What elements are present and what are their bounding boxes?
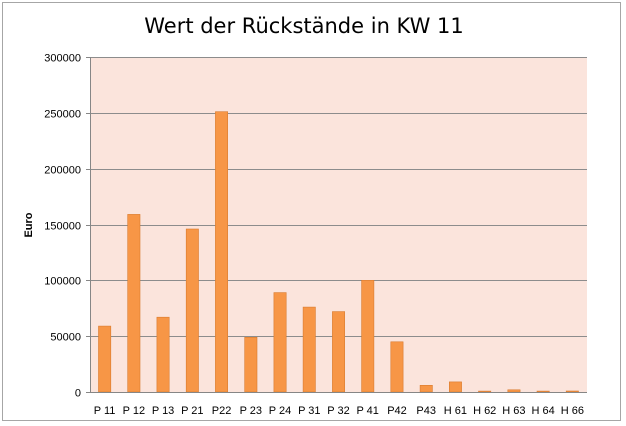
x-tick-label: P 11	[94, 405, 116, 417]
y-axis-label: Euro	[23, 212, 35, 237]
x-tick-label: P 32	[327, 405, 349, 417]
y-tick-label: 200000	[44, 165, 81, 177]
x-tick-label: H 61	[444, 405, 467, 417]
x-tick-label: P22	[212, 405, 232, 417]
y-tick-label: 250000	[44, 109, 81, 121]
bar	[332, 311, 345, 393]
x-tick-label: P 31	[298, 405, 320, 417]
y-tick-label: 300000	[44, 53, 81, 65]
y-tick-label: 150000	[44, 221, 81, 233]
y-tick-label: 50000	[50, 332, 81, 344]
bar	[273, 292, 287, 393]
axes	[86, 57, 587, 393]
bar	[215, 111, 228, 393]
x-tick-label: P43	[416, 405, 436, 417]
y-tick-label: 100000	[44, 276, 81, 288]
x-tick-label: P 24	[269, 405, 291, 417]
x-tick-label: H 66	[561, 405, 584, 417]
bar	[536, 390, 550, 393]
x-tick-label: H 63	[502, 405, 525, 417]
x-tick-label: P 21	[181, 405, 203, 417]
bar	[390, 341, 404, 393]
bar	[127, 214, 141, 393]
y-tick-labels: 0 50000 100000 150000 200000 250000 300000	[44, 53, 81, 400]
bar	[448, 381, 462, 393]
x-tick-label: P 13	[152, 405, 174, 417]
x-tick-label: P42	[387, 405, 407, 417]
bar	[185, 228, 199, 393]
bar	[361, 279, 375, 393]
x-tick-label: P 23	[240, 405, 262, 417]
x-tick-labels: P 11 P 12 P 13 P 21 P22 P 23 P 24 P 31 P 32 P 41 P…	[94, 405, 584, 417]
x-tick-label: H 64	[531, 405, 554, 417]
bar	[244, 336, 258, 393]
bar	[419, 384, 433, 393]
bar	[478, 390, 492, 393]
chart-title: Wert der Rückstände in KW 11	[144, 14, 464, 38]
bar	[156, 316, 170, 393]
x-tick-label: P 41	[356, 405, 378, 417]
bar	[302, 306, 316, 393]
bar	[98, 325, 112, 393]
x-tick-label: H 62	[473, 405, 496, 417]
bars	[98, 111, 579, 393]
y-tick-label: 0	[75, 388, 81, 400]
gridlines	[90, 57, 587, 337]
x-tick-label: P 12	[123, 405, 145, 417]
bar	[507, 389, 521, 393]
bar	[565, 390, 579, 393]
